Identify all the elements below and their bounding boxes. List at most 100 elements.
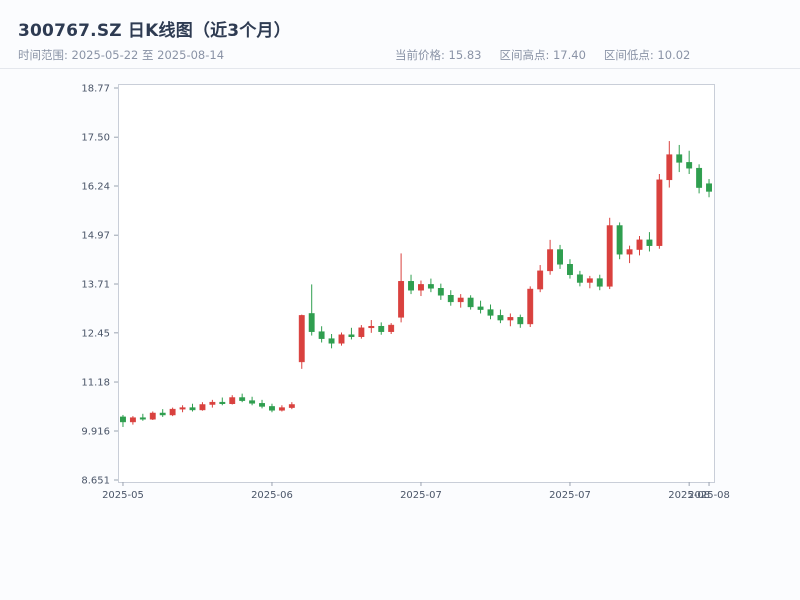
candles (120, 141, 712, 427)
candle (249, 396, 256, 406)
candle (706, 179, 712, 198)
candle (179, 405, 186, 413)
candle (298, 314, 305, 369)
y-tick-label: 17.50 (81, 133, 110, 144)
candle-body (656, 179, 663, 246)
candle-body (120, 416, 126, 423)
candle-body (457, 297, 464, 303)
candle (517, 314, 524, 328)
candle-body (189, 407, 196, 411)
x-tick-label: 2025-07 (549, 490, 591, 501)
candle-body (636, 239, 643, 250)
candle (626, 245, 633, 264)
candle (427, 278, 434, 293)
candle (686, 150, 693, 175)
candle-body (616, 225, 623, 255)
candle (547, 239, 554, 275)
x-tick-label: 2025-05 (102, 490, 144, 501)
y-tick-label: 13.71 (81, 280, 110, 291)
candle (120, 414, 126, 427)
candle (696, 164, 703, 194)
candle-body (447, 295, 454, 303)
candle (676, 144, 683, 173)
candle-body (388, 324, 395, 332)
candle-body (159, 412, 166, 416)
range-low-label: 区间低点: 10.02 (603, 48, 691, 62)
candle-body (398, 281, 405, 318)
candle (388, 323, 395, 334)
candle (269, 403, 275, 413)
candle-body (527, 288, 534, 325)
y-tick-label: 18.77 (81, 84, 110, 95)
candle (636, 235, 643, 256)
candle (308, 284, 315, 336)
candle (527, 286, 534, 328)
candle (318, 326, 325, 343)
candle-body (547, 249, 554, 272)
candle-body (179, 407, 186, 410)
y-tick-label: 9.916 (81, 426, 110, 437)
candle-body (278, 407, 285, 411)
candle (229, 395, 236, 405)
candle (606, 217, 613, 290)
candle-body (288, 404, 295, 408)
candle (159, 409, 166, 417)
candle (219, 397, 226, 406)
candle-body (666, 154, 673, 181)
subtitle-row: 时间范围: 2025-05-22 至 2025-08-14 当前价格: 15.8… (0, 47, 800, 63)
candle (497, 309, 504, 324)
candle (557, 244, 563, 269)
candle-body (149, 412, 156, 420)
candle (278, 405, 285, 412)
candle-body (626, 249, 633, 255)
x-tick-label: 2025-07 (400, 490, 442, 501)
candle-body (139, 417, 146, 420)
candle (477, 300, 484, 314)
candle-body (537, 270, 544, 290)
candle-body (219, 401, 226, 404)
candle (378, 322, 385, 335)
candle (646, 232, 653, 252)
candle (537, 265, 544, 293)
candle (457, 294, 464, 308)
candle (567, 259, 573, 279)
y-tick-label: 16.24 (81, 182, 110, 193)
candle (139, 413, 146, 421)
candle-body (646, 239, 653, 246)
candle-body (567, 264, 573, 275)
candle-body (487, 309, 494, 316)
candle-body (378, 325, 385, 332)
candle-body (199, 404, 206, 411)
candle (467, 295, 474, 310)
candle-body (576, 274, 583, 283)
x-axis: 2025-05 2025-06 2025-07 2025-07 2025-082025-… (102, 482, 730, 501)
candle-body (557, 249, 563, 265)
candle-body (606, 225, 613, 287)
candle-body (686, 162, 693, 169)
candle (576, 270, 583, 287)
candle-body (348, 334, 355, 337)
time-range-label: 时间范围: 2025-05-22 至 2025-08-14 (18, 48, 225, 62)
candle (656, 174, 663, 249)
candle (666, 141, 673, 188)
candle (129, 416, 136, 425)
candle-body (507, 317, 514, 321)
candle (239, 393, 246, 403)
x-tick-label: 2025-08 (668, 490, 710, 501)
current-price-label: 当前价格: 15.83 (395, 48, 482, 62)
candle (169, 407, 176, 417)
candle-body (358, 327, 365, 337)
candle (358, 325, 365, 339)
candle-body (239, 397, 246, 401)
y-tick-label: 12.45 (81, 328, 110, 339)
candle (586, 275, 593, 289)
candle-body (269, 406, 275, 411)
candle-body (368, 325, 375, 329)
candle-body (338, 334, 345, 344)
candle (507, 313, 514, 327)
candle (398, 253, 405, 323)
candle-body (229, 397, 236, 404)
candle-body (308, 313, 315, 332)
candle (149, 411, 156, 420)
